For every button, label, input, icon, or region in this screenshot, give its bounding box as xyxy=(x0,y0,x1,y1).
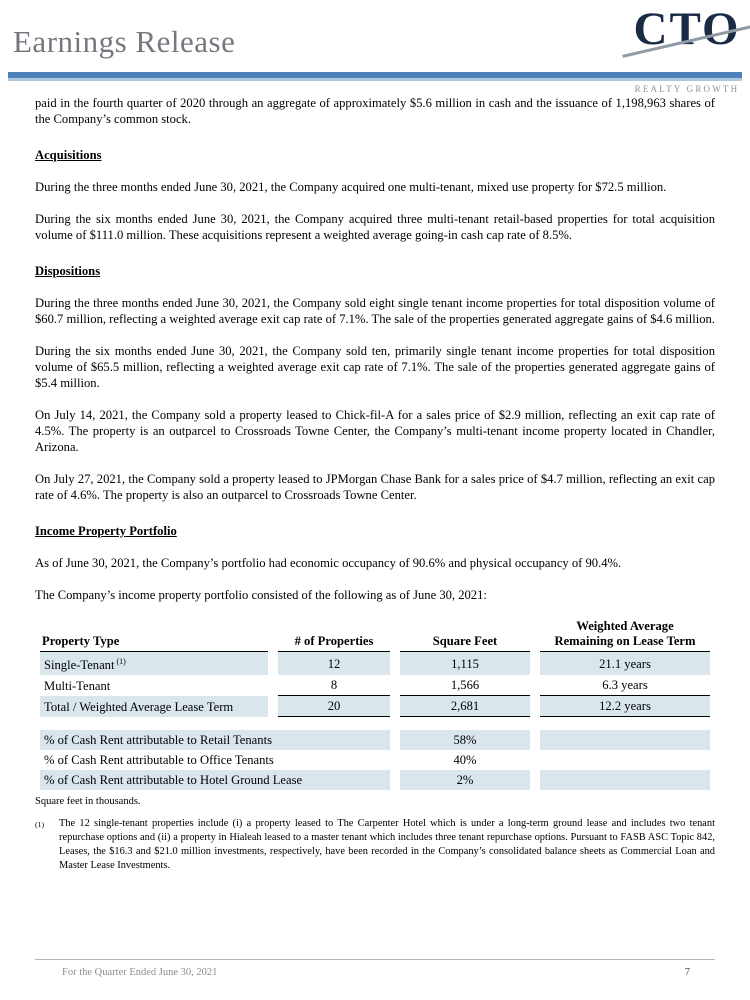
logo-wordmark: CTO xyxy=(633,3,741,55)
paragraph-portfolio-1: As of June 30, 2021, the Company’s portf… xyxy=(35,556,622,570)
cell-empty xyxy=(540,730,710,751)
section-heading-acquisitions: Acquisitions xyxy=(35,148,102,162)
paragraph-acquisitions-1: During the three months ended June 30, 2… xyxy=(35,180,667,194)
cell-num-properties: 8 xyxy=(278,675,390,697)
table-row-single-tenant: Single-Tenant (1) 12 1,115 21.1 years xyxy=(40,652,710,676)
footnote-1: (1) The 12 single-tenant properties incl… xyxy=(35,817,715,873)
cto-logo: CTO REALTY GROWTH xyxy=(622,3,750,98)
paragraph-dispositions-3: On July 14, 2021, the Company sold a pro… xyxy=(35,408,715,454)
paragraph-dispositions-1: During the three months ended June 30, 2… xyxy=(35,296,715,326)
cell-property-type: Single-Tenant (1) xyxy=(40,652,268,676)
cell-square-feet: 1,566 xyxy=(400,675,530,697)
table-row-total: Total / Weighted Average Lease Term 20 2… xyxy=(40,696,710,718)
cell-empty xyxy=(540,750,710,770)
footnote-marker: (1) xyxy=(35,820,45,830)
cell-square-feet: 2,681 xyxy=(400,696,530,718)
cash-rent-row-retail: % of Cash Rent attributable to Retail Te… xyxy=(40,730,710,751)
paragraph-dispositions-4: On July 27, 2021, the Company sold a pro… xyxy=(35,472,715,502)
cell-lease-term: 21.1 years xyxy=(540,652,710,676)
paragraph-continuation: paid in the fourth quarter of 2020 throu… xyxy=(35,96,715,126)
footer-quarter-text: For the Quarter Ended June 30, 2021 xyxy=(62,967,218,978)
col-header-property-type: Property Type xyxy=(40,619,268,652)
col-header-num-properties: # of Properties xyxy=(278,619,390,652)
logo-subtitle: REALTY GROWTH xyxy=(634,83,740,94)
cell-empty xyxy=(540,770,710,791)
cash-rent-row-office: % of Cash Rent attributable to Office Te… xyxy=(40,750,710,770)
page-footer: For the Quarter Ended June 30, 2021 7 xyxy=(35,959,715,978)
cash-rent-label: % of Cash Rent attributable to Hotel Gro… xyxy=(40,770,390,791)
portfolio-table: Property Type # of Properties Square Fee… xyxy=(30,619,720,791)
footnote-text: The 12 single-tenant properties include … xyxy=(59,818,715,872)
footnote-ref: (1) xyxy=(116,657,126,666)
document-body: paid in the fourth quarter of 2020 throu… xyxy=(35,0,715,873)
paragraph-acquisitions-2: During the six months ended June 30, 202… xyxy=(35,212,715,242)
cash-rent-value: 40% xyxy=(453,753,477,768)
paragraph-portfolio-2: The Company’s income property portfolio … xyxy=(35,588,487,602)
table-spacer-row xyxy=(40,717,710,731)
paragraph-dispositions-2: During the six months ended June 30, 202… xyxy=(35,344,715,390)
cell-num-properties: 12 xyxy=(278,652,390,676)
header-divider-rule xyxy=(8,72,742,81)
table-units-note: Square feet in thousands. xyxy=(35,796,141,808)
col-header-square-feet: Square Feet xyxy=(400,619,530,652)
cash-rent-label: % of Cash Rent attributable to Retail Te… xyxy=(40,730,390,751)
table-header-row: Property Type # of Properties Square Fee… xyxy=(40,619,710,652)
cell-property-type: Multi-Tenant xyxy=(44,678,111,693)
section-heading-income-property-portfolio: Income Property Portfolio xyxy=(35,524,177,538)
cell-num-properties: 20 xyxy=(278,696,390,718)
col-header-lease-term: Weighted Average Remaining on Lease Term xyxy=(540,619,710,652)
table-row-multi-tenant: Multi-Tenant 8 1,566 6.3 years xyxy=(40,675,710,697)
cell-lease-term: 12.2 years xyxy=(540,696,710,718)
cash-rent-row-hotel: % of Cash Rent attributable to Hotel Gro… xyxy=(40,770,710,791)
cell-property-type: Total / Weighted Average Lease Term xyxy=(40,696,268,718)
page-number: 7 xyxy=(684,967,690,978)
section-heading-dispositions: Dispositions xyxy=(35,264,101,278)
cell-square-feet: 1,115 xyxy=(400,652,530,676)
cash-rent-label: % of Cash Rent attributable to Office Te… xyxy=(44,753,274,768)
cash-rent-value: 2% xyxy=(400,770,530,791)
cash-rent-value: 58% xyxy=(400,730,530,751)
page-title: Earnings Release xyxy=(13,24,236,59)
cell-lease-term: 6.3 years xyxy=(540,675,710,697)
row-label: Single-Tenant xyxy=(44,658,115,673)
